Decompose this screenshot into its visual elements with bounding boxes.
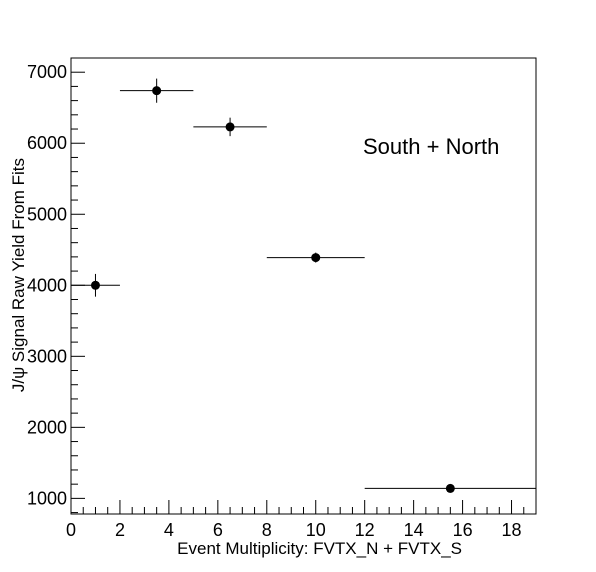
- y-tick-label: 6000: [27, 133, 67, 153]
- data-point: [152, 86, 162, 96]
- data-point: [90, 280, 100, 290]
- x-tick-label: 0: [66, 520, 76, 540]
- x-tick-label: 18: [502, 520, 522, 540]
- x-tick-label: 6: [213, 520, 223, 540]
- data-points: [71, 78, 536, 493]
- y-tick-label: 7000: [27, 62, 67, 82]
- plot-frame: [70, 57, 537, 515]
- x-tick-label: 2: [115, 520, 125, 540]
- x-axis: 0 2 4 6 8 10 12 14 16 18: [66, 500, 537, 540]
- annotation-label: South + North: [363, 134, 499, 159]
- y-tick-label: 4000: [27, 275, 67, 295]
- y-tick-label: 2000: [27, 417, 67, 437]
- x-tick-label: 10: [306, 520, 326, 540]
- y-tick-label: 3000: [27, 346, 67, 366]
- y-axis-title: J/ψ Signal Raw Yield From Fits: [9, 158, 28, 392]
- x-tick-label: 12: [355, 520, 375, 540]
- x-axis-title: Event Multiplicity: FVTX_N + FVTX_S: [177, 539, 462, 558]
- x-tick-label: 14: [404, 520, 424, 540]
- x-tick-label: 8: [262, 520, 272, 540]
- data-point: [311, 253, 321, 263]
- y-axis: 1000 2000 3000 4000 5000 6000 7000: [27, 57, 85, 514]
- x-tick-label: 16: [453, 520, 473, 540]
- data-point: [445, 483, 455, 493]
- y-tick-label: 5000: [27, 204, 67, 224]
- y-tick-label: 1000: [27, 488, 67, 508]
- data-point: [225, 122, 235, 132]
- x-tick-label: 4: [164, 520, 174, 540]
